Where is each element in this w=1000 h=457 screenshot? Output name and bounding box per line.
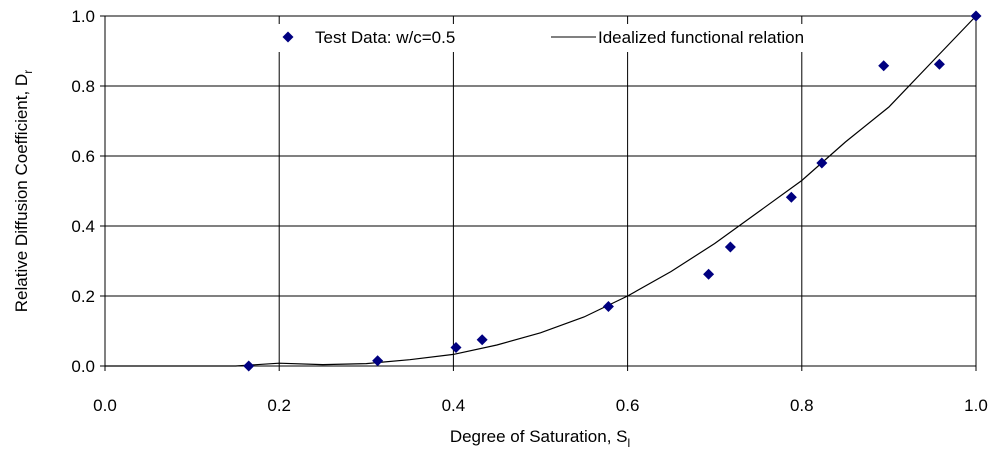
- data-point: [450, 341, 462, 353]
- data-point: [970, 10, 982, 22]
- data-point: [703, 268, 715, 280]
- grid: [105, 16, 976, 366]
- y-tick-label: 0.2: [71, 287, 95, 306]
- data-point: [933, 58, 945, 70]
- x-tick-label: 0.2: [267, 396, 291, 415]
- x-tick-label: 0.8: [790, 396, 814, 415]
- data-point: [724, 241, 736, 253]
- legend-label-test-data: Test Data: w/c=0.5: [315, 28, 455, 47]
- x-axis-title-subscript: l: [628, 436, 631, 450]
- legend-label-idealized: Idealized functional relation: [598, 28, 804, 47]
- series-layer: [105, 10, 982, 372]
- x-tick-label: 0.4: [442, 396, 466, 415]
- data-point: [476, 334, 488, 346]
- y-axis-title-subscript: r: [21, 70, 35, 74]
- y-tick-label: 0.0: [71, 357, 95, 376]
- data-point: [816, 157, 828, 169]
- legend-marker-test-data: [282, 31, 294, 43]
- x-axis-title-text: Degree of Saturation, S: [450, 427, 628, 446]
- y-tick-label: 0.6: [71, 147, 95, 166]
- plot-area: [104, 15, 977, 367]
- y-tick-label: 1.0: [71, 7, 95, 26]
- data-point: [243, 360, 255, 372]
- legend-background: [272, 24, 892, 52]
- legend: Test Data: w/c=0.5 Idealized functional …: [272, 24, 892, 52]
- y-tick-label: 0.8: [71, 77, 95, 96]
- data-point: [602, 301, 614, 312]
- data-point: [785, 191, 797, 203]
- idealized-curve: [105, 15, 977, 367]
- data-point: [878, 60, 890, 72]
- y-axis-title-text: Relative Diffusion Coefficient, D: [12, 74, 31, 312]
- x-tick-label: 0.6: [616, 396, 640, 415]
- x-axis-title: Degree of Saturation, Sl: [450, 427, 630, 450]
- x-tick-label: 0.0: [93, 396, 117, 415]
- y-tick-label: 0.4: [71, 217, 95, 236]
- axes: 0.0 0.2 0.4 0.6 0.8 1.0 0.0 0.2 0.4 0.6 0.8 1.0: [71, 7, 987, 415]
- data-point: [372, 355, 384, 367]
- x-tick-label: 1.0: [964, 396, 988, 415]
- y-axis-title: Relative Diffusion Coefficient, Dr: [12, 70, 35, 312]
